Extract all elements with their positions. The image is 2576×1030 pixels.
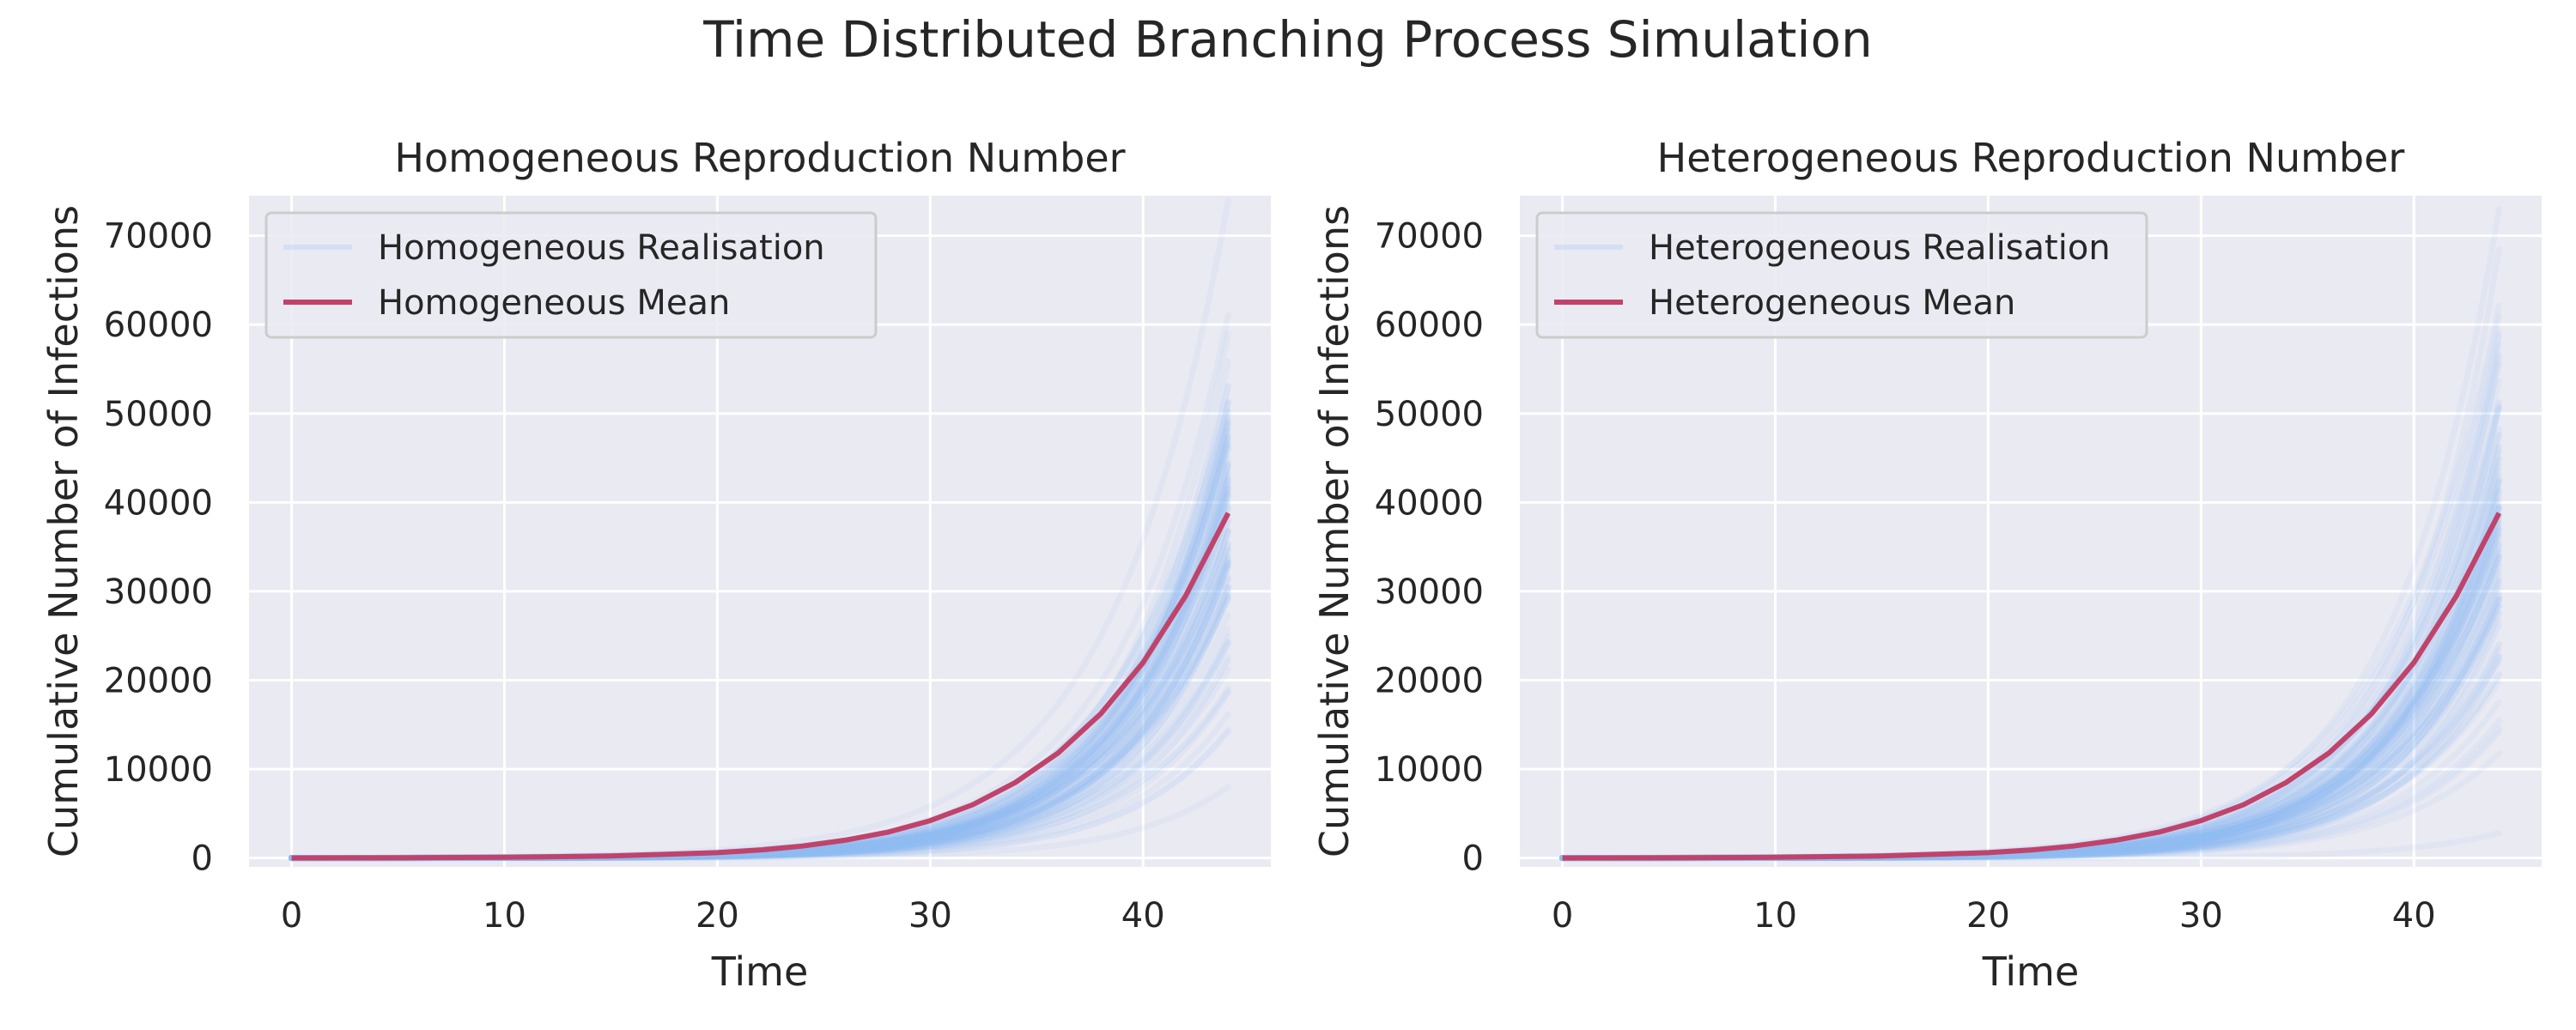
y-tick-label: 70000 (104, 217, 213, 257)
legend-entry: Homogeneous Realisation (378, 228, 825, 268)
series-group (289, 197, 1231, 862)
legend: Heterogeneous Realisation Heterogeneous M… (1535, 211, 2148, 339)
legend-entry: Heterogeneous Realisation (1649, 228, 2111, 268)
x-tick-label: 0 (1552, 896, 1573, 936)
chart-panel-2: 0 10 20 30 40 0 10000 20000 30000 40000 50000 60000… (1311, 135, 2542, 995)
y-tick-label: 60000 (104, 306, 213, 345)
y-tick-label: 30000 (1375, 573, 1484, 612)
x-tick-label: 0 (281, 896, 302, 936)
legend-box (264, 211, 878, 339)
legend-box (1535, 211, 2148, 339)
x-tick-label: 30 (2179, 896, 2223, 936)
x-tick-label: 20 (1966, 896, 2010, 936)
y-tick-label: 0 (1462, 839, 1484, 879)
mean-line (291, 512, 1231, 861)
figure-title: Time Distributed Branching Process Simul… (703, 10, 1873, 69)
x-tick-label: 30 (908, 896, 952, 936)
y-tick-label: 70000 (1375, 217, 1484, 257)
x-tick-label: 40 (1121, 896, 1165, 936)
x-tick-label: 20 (696, 896, 739, 936)
chart-panel-1: 0 10 20 30 40 0 10000 20000 30000 40000 50000 60000… (40, 135, 1271, 995)
y-tick-label: 40000 (1375, 483, 1484, 523)
legend: Homogeneous Realisation Homogeneous Mean (264, 211, 878, 339)
x-tick-label: 40 (2392, 896, 2436, 936)
x-axis-label: Time (1982, 948, 2080, 995)
y-tick-label: 20000 (1375, 661, 1484, 700)
y-tick-label: 20000 (104, 661, 213, 700)
x-tick-label: 10 (1753, 896, 1797, 936)
legend-entry: Homogeneous Mean (378, 283, 730, 323)
y-tick-label: 10000 (1375, 750, 1484, 790)
y-tick-label: 30000 (104, 573, 213, 612)
y-tick-label: 50000 (1375, 395, 1484, 434)
chart-title: Heterogeneous Reproduction Number (1657, 135, 2405, 181)
x-tick-label: 10 (483, 896, 526, 936)
y-axis-label: Cumulative Number of Infections (1311, 205, 1358, 857)
y-axis-label: Cumulative Number of Infections (40, 205, 87, 857)
chart-title: Homogeneous Reproduction Number (394, 135, 1125, 181)
legend-entry: Heterogeneous Mean (1649, 283, 2015, 323)
y-tick-label: 0 (191, 839, 213, 879)
y-tick-label: 10000 (104, 750, 213, 790)
y-tick-label: 50000 (104, 395, 213, 434)
y-tick-label: 60000 (1375, 306, 1484, 345)
x-axis-label: Time (711, 948, 809, 995)
y-tick-label: 40000 (104, 483, 213, 523)
mean-line (1562, 512, 2502, 861)
series-group (1559, 206, 2502, 862)
